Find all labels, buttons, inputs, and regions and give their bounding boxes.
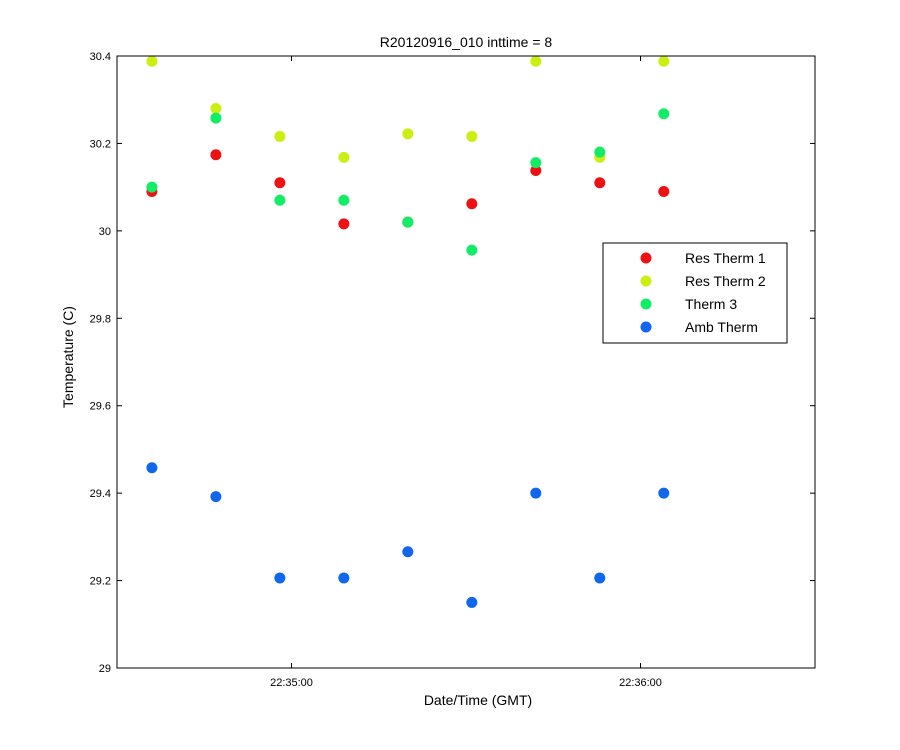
point-therm-3: [402, 216, 414, 228]
x-tick-label: 22:35:00: [270, 677, 313, 689]
point-amb-therm: [658, 487, 670, 499]
points-layer: [146, 55, 670, 608]
point-res-therm-1: [274, 177, 286, 189]
legend-label-res-therm-1: Res Therm 1: [685, 250, 766, 266]
point-therm-3: [210, 112, 222, 124]
chart-title: R20120916_010 inttime = 8: [380, 34, 553, 50]
ticks-layer: 29 29.2 29.4 29.6 29.8 30 30.2 30.4 22:35:00 22:3…: [90, 51, 815, 689]
legend-marker-amb-therm: [640, 321, 652, 333]
point-res-therm-2: [210, 102, 222, 114]
point-res-therm-2: [146, 55, 158, 67]
legend: Res Therm 1 Res Therm 2 Therm 3 Amb Ther…: [602, 242, 788, 344]
y-tick-label: 30: [99, 226, 111, 238]
legend-marker-therm-3: [640, 298, 652, 310]
point-amb-therm: [146, 462, 158, 474]
y-tick-label: 29.8: [90, 313, 111, 325]
y-tick-label: 29.4: [90, 488, 111, 500]
point-res-therm-1: [338, 218, 350, 230]
point-amb-therm: [594, 572, 606, 584]
point-amb-therm: [530, 487, 542, 499]
y-tick-label: 29.2: [90, 576, 111, 588]
x-axis-label: Date/Time (GMT): [424, 692, 532, 708]
point-amb-therm: [210, 491, 222, 503]
point-res-therm-1: [530, 165, 542, 177]
point-res-therm-2: [530, 55, 542, 67]
y-tick-label: 29.6: [90, 401, 111, 413]
point-res-therm-1: [466, 198, 478, 210]
x-tick-label: 22:36:00: [619, 677, 662, 689]
point-therm-3: [466, 244, 478, 256]
point-therm-3: [338, 194, 350, 206]
point-amb-therm: [274, 572, 286, 584]
legend-marker-res-therm-2: [640, 275, 652, 287]
legend-label-amb-therm: Amb Therm: [685, 319, 758, 335]
point-amb-therm: [338, 572, 350, 584]
point-res-therm-1: [658, 186, 670, 198]
legend-label-res-therm-2: Res Therm 2: [685, 273, 766, 289]
y-tick-label: 29: [99, 663, 111, 675]
legend-box: [602, 242, 788, 344]
point-res-therm-2: [466, 130, 478, 142]
point-res-therm-1: [210, 149, 222, 161]
point-amb-therm: [402, 546, 414, 558]
point-amb-therm: [466, 596, 478, 608]
point-res-therm-1: [594, 177, 606, 189]
point-therm-3: [530, 157, 542, 169]
point-res-therm-2: [338, 151, 350, 163]
legend-label-therm-3: Therm 3: [685, 296, 737, 312]
legend-marker-res-therm-1: [640, 252, 652, 264]
y-tick-label: 30.2: [90, 138, 111, 150]
point-res-therm-2: [402, 128, 414, 140]
point-therm-3: [658, 108, 670, 120]
plot-frame: [116, 55, 816, 669]
point-res-therm-2: [274, 130, 286, 142]
point-therm-3: [274, 194, 286, 206]
y-tick-label: 30.4: [90, 51, 111, 63]
point-therm-3: [146, 181, 158, 193]
point-res-therm-2: [658, 55, 670, 67]
point-therm-3: [594, 146, 606, 158]
y-axis-label: Temperature (C): [60, 306, 76, 408]
